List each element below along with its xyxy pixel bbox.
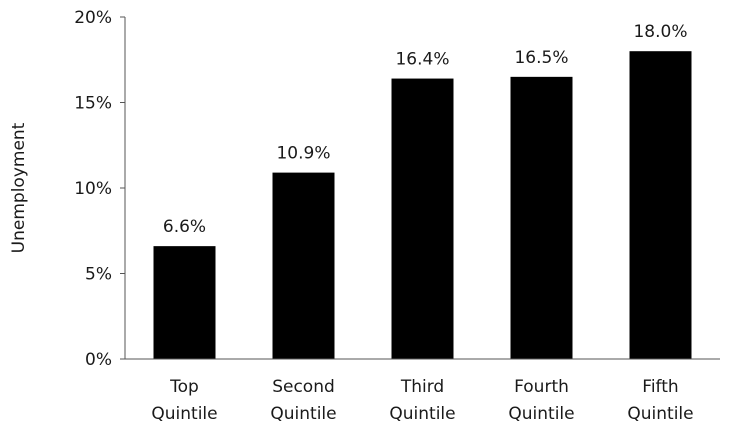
x-category-label: Quintile bbox=[389, 404, 455, 424]
data-label: 10.9% bbox=[276, 144, 330, 164]
x-category-label: Quintile bbox=[627, 404, 693, 424]
x-category-label: Second bbox=[272, 377, 335, 397]
x-category-label: Fourth bbox=[514, 377, 569, 397]
x-category-label: Quintile bbox=[270, 404, 336, 424]
bar bbox=[629, 51, 692, 359]
y-tick-label: 5% bbox=[85, 265, 112, 285]
x-category-label: Top bbox=[169, 377, 199, 397]
x-category-label: Third bbox=[400, 377, 444, 397]
y-axis: 0% 5% 10% 15% 20% bbox=[74, 8, 126, 370]
y-tick-label: 0% bbox=[85, 350, 112, 370]
x-axis: Top Quintile Second Quintile Third Quintile Fo… bbox=[125, 358, 720, 424]
bar bbox=[153, 246, 216, 359]
y-axis-title: Unemployment bbox=[9, 122, 29, 253]
data-label: 16.5% bbox=[514, 48, 568, 68]
data-label: 6.6% bbox=[163, 217, 206, 237]
x-category-label: Fifth bbox=[642, 377, 678, 397]
data-label: 18.0% bbox=[633, 22, 687, 42]
x-category-label: Quintile bbox=[151, 404, 217, 424]
x-category-label: Quintile bbox=[508, 404, 574, 424]
y-tick-label: 15% bbox=[74, 94, 112, 114]
bar bbox=[391, 78, 454, 359]
bar bbox=[272, 172, 335, 359]
bars bbox=[153, 51, 692, 359]
y-tick-label: 20% bbox=[74, 8, 112, 28]
data-label: 16.4% bbox=[395, 50, 449, 70]
data-labels: 6.6% 10.9% 16.4% 16.5% 18.0% bbox=[163, 22, 688, 237]
y-tick-label: 10% bbox=[74, 179, 112, 199]
bar bbox=[510, 76, 573, 359]
